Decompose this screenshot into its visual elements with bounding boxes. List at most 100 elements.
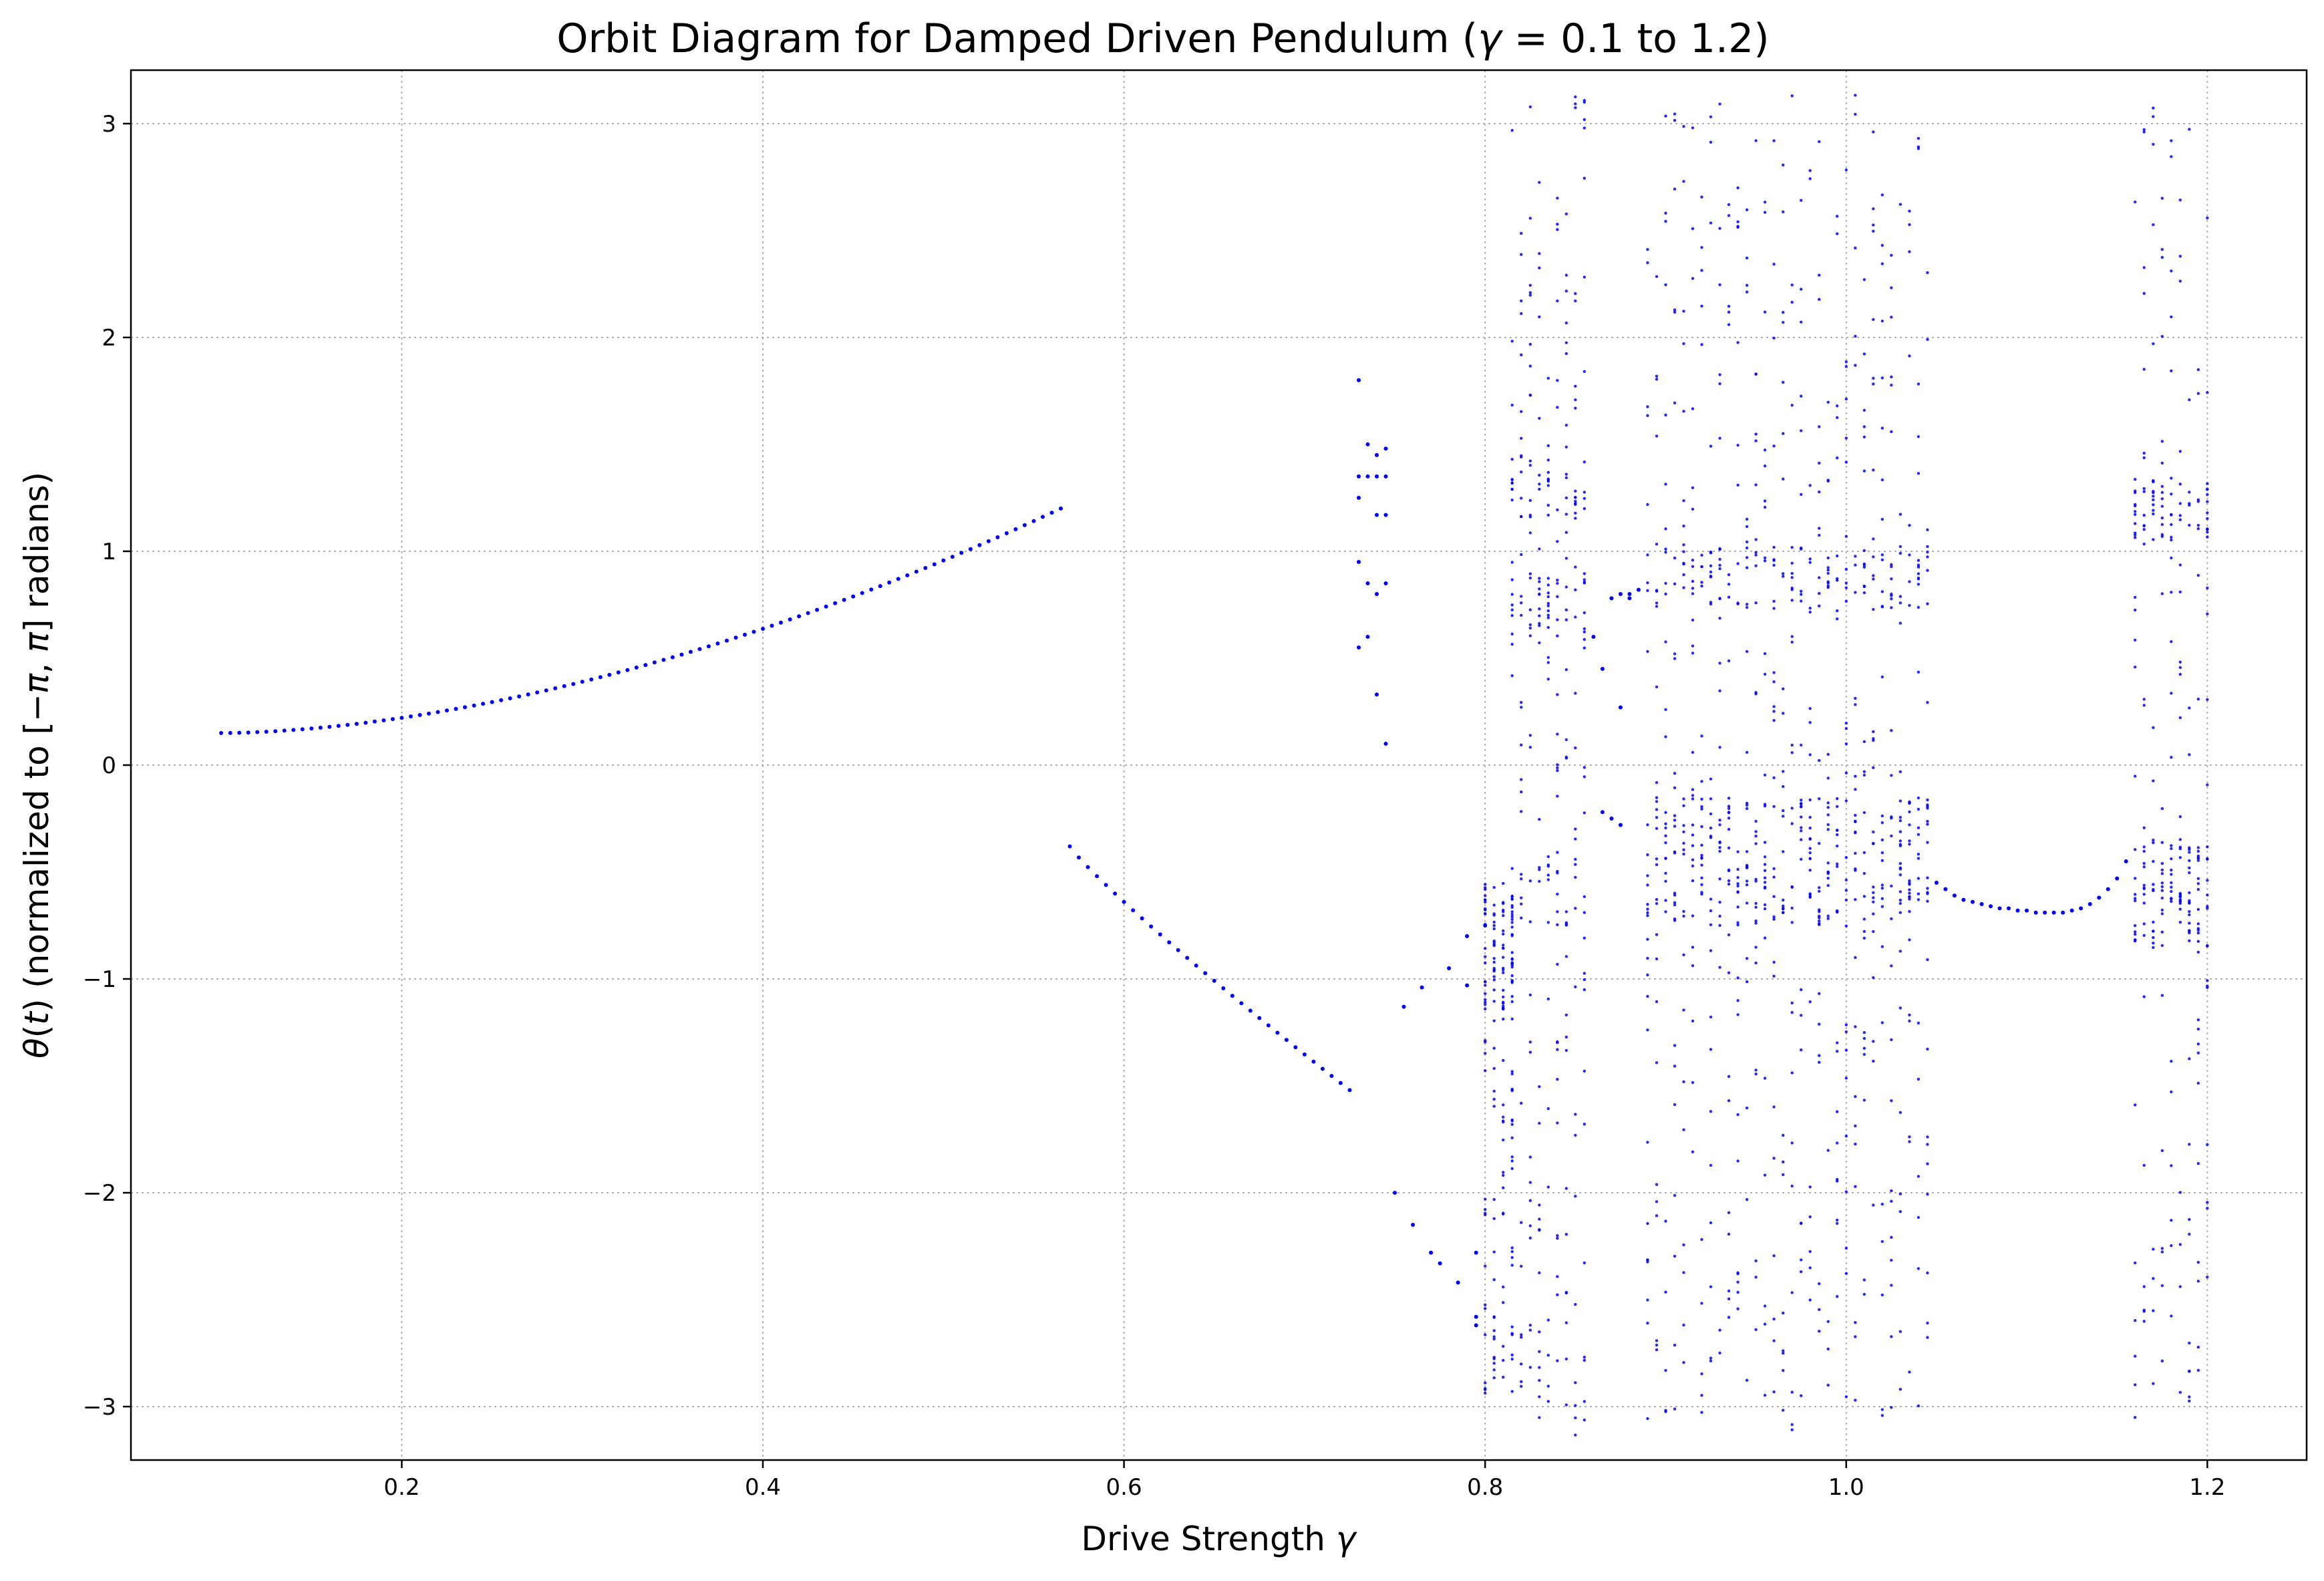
- orbit-point: [1538, 1366, 1541, 1369]
- orbit-point: [2178, 1243, 2182, 1246]
- orbit-point: [1140, 916, 1144, 921]
- orbit-point: [1854, 831, 1857, 835]
- orbit-point: [2178, 1285, 2182, 1288]
- orbit-point: [1736, 1307, 1739, 1310]
- orbit-point: [1664, 834, 1667, 838]
- orbit-point: [1826, 884, 1830, 887]
- orbit-point: [1844, 856, 1848, 859]
- orbit-point: [851, 594, 856, 599]
- orbit-point: [2160, 1250, 2164, 1254]
- orbit-point: [1502, 1375, 1505, 1379]
- orbit-point: [2152, 512, 2155, 516]
- orbit-point: [2134, 522, 2137, 525]
- orbit-point: [1898, 1210, 1902, 1213]
- orbit-point: [1528, 1040, 1532, 1044]
- orbit-point: [1502, 1186, 1505, 1189]
- orbit-point: [336, 724, 341, 728]
- orbit-point: [1564, 1035, 1568, 1039]
- orbit-point: [1583, 972, 1586, 975]
- orbit-point: [1528, 1050, 1532, 1054]
- orbit-point: [2196, 523, 2200, 527]
- orbit-point: [1574, 511, 1577, 515]
- orbit-point: [2142, 513, 2146, 517]
- orbit-point: [1574, 692, 1577, 695]
- orbit-point: [1646, 502, 1649, 507]
- orbit-point: [1808, 869, 1812, 872]
- orbit-point: [1546, 613, 1550, 617]
- orbit-point: [1727, 933, 1731, 937]
- orbit-point: [2170, 1060, 2173, 1063]
- orbit-point: [381, 718, 386, 722]
- orbit-point: [1682, 841, 1685, 845]
- orbit-point: [1484, 1333, 1487, 1336]
- orbit-point: [1782, 904, 1785, 908]
- orbit-point: [1700, 843, 1703, 847]
- orbit-point: [1880, 193, 1884, 196]
- orbit-point: [1655, 902, 1659, 905]
- orbit-point: [1836, 829, 1839, 832]
- orbit-point: [2170, 756, 2173, 759]
- orbit-point: [1484, 1040, 1487, 1044]
- orbit-point: [508, 696, 512, 701]
- orbit-point: [1664, 283, 1667, 287]
- orbit-point: [1546, 444, 1550, 448]
- orbit-point: [2196, 846, 2200, 849]
- orbit-point: [1872, 376, 1875, 380]
- orbit-point: [2170, 844, 2173, 847]
- orbit-point: [1583, 978, 1586, 982]
- orbit-point: [1691, 750, 1695, 754]
- orbit-point: [1492, 944, 1496, 948]
- orbit-point: [1583, 1418, 1586, 1422]
- orbit-point: [2196, 392, 2200, 395]
- orbit-point: [1583, 370, 1586, 374]
- orbit-point: [2134, 899, 2137, 903]
- orbit-point: [2170, 535, 2173, 539]
- orbit-point: [1700, 780, 1703, 783]
- orbit-point: [1538, 1271, 1541, 1275]
- orbit-point: [1646, 956, 1649, 960]
- orbit-point: [1745, 290, 1749, 294]
- orbit-point: [2206, 905, 2209, 908]
- orbit-point: [1736, 1113, 1739, 1117]
- orbit-point: [1763, 310, 1767, 314]
- orbit-point: [1691, 823, 1695, 827]
- orbit-point: [1808, 1215, 1812, 1219]
- orbit-point: [1736, 444, 1739, 447]
- orbit-point: [1782, 321, 1785, 324]
- orbit-point: [1718, 436, 1721, 440]
- orbit-point: [1736, 602, 1739, 605]
- orbit-point: [932, 562, 937, 567]
- orbit-point: [571, 682, 576, 686]
- orbit-point: [2152, 1382, 2155, 1385]
- orbit-point: [1898, 551, 1902, 555]
- orbit-point: [1510, 917, 1514, 921]
- orbit-point: [517, 694, 522, 699]
- orbit-point: [1844, 1246, 1848, 1250]
- orbit-point: [1538, 547, 1541, 551]
- orbit-point: [1682, 797, 1685, 801]
- orbit-point: [1293, 1045, 1298, 1050]
- orbit-point: [1890, 1335, 1893, 1338]
- orbit-point: [1836, 797, 1839, 801]
- orbit-point: [1556, 869, 1559, 873]
- orbit-point: [1836, 404, 1839, 408]
- orbit-point: [1908, 524, 1911, 527]
- orbit-point: [2196, 498, 2200, 502]
- orbit-point: [1790, 571, 1794, 575]
- orbit-point: [1574, 588, 1577, 591]
- orbit-point: [1818, 921, 1821, 925]
- orbit-point: [2170, 523, 2173, 527]
- orbit-point: [2188, 866, 2191, 870]
- orbit-point: [1528, 1236, 1532, 1240]
- orbit-point: [1898, 839, 1902, 843]
- orbit-point: [1836, 1041, 1839, 1044]
- orbit-point: [1718, 547, 1721, 551]
- orbit-point: [1383, 474, 1388, 478]
- orbit-point: [1682, 1128, 1685, 1131]
- orbit-point: [1484, 1002, 1487, 1006]
- orbit-point: [1772, 1390, 1776, 1394]
- orbit-point: [1510, 1072, 1514, 1076]
- orbit-point: [1682, 342, 1685, 345]
- orbit-point: [1818, 533, 1821, 537]
- orbit-point: [1564, 352, 1568, 355]
